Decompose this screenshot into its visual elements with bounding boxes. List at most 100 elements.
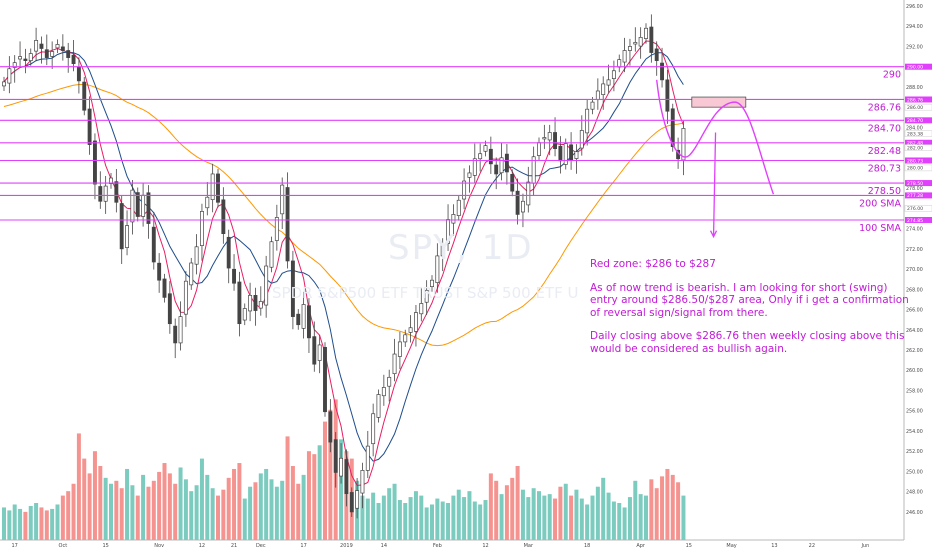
volume-bar bbox=[494, 480, 499, 540]
level-label: 284.70 bbox=[868, 123, 901, 134]
down-arrow-head bbox=[709, 230, 718, 239]
candle-body bbox=[408, 327, 413, 333]
candle-body bbox=[285, 187, 290, 262]
volume-bar bbox=[563, 483, 568, 540]
price-tag-label: 283.38 bbox=[907, 131, 923, 137]
candle-body bbox=[387, 376, 392, 387]
candle-body bbox=[601, 83, 606, 95]
volume-bar bbox=[430, 504, 434, 540]
volume-bar bbox=[478, 504, 483, 540]
volume-bar bbox=[424, 507, 429, 540]
price-tick-label: 250.00 bbox=[906, 469, 923, 475]
time-tick-label: 12 bbox=[482, 543, 488, 549]
volume-bar bbox=[39, 507, 44, 540]
level-tag-label: 290.00 bbox=[907, 65, 923, 71]
candles bbox=[2, 14, 686, 519]
volume-bar bbox=[135, 495, 140, 540]
volume-bar bbox=[660, 476, 665, 540]
candle-body bbox=[98, 186, 103, 202]
price-tag-label: 276.00 bbox=[907, 206, 923, 212]
volume-bar bbox=[601, 477, 606, 540]
volume-bar bbox=[590, 495, 595, 540]
volume-bar bbox=[109, 483, 113, 540]
level-label: 282.48 bbox=[868, 146, 901, 157]
volume-bar bbox=[649, 479, 654, 540]
price-tick-label: 252.00 bbox=[906, 449, 923, 455]
price-tag bbox=[904, 144, 932, 151]
volume-bar bbox=[199, 458, 204, 540]
volume-bar bbox=[595, 486, 600, 540]
volume-bar bbox=[456, 489, 461, 540]
candle-body bbox=[569, 144, 574, 161]
candle-body bbox=[328, 411, 333, 443]
price-tick-label: 278.00 bbox=[906, 186, 923, 192]
price-tick-label: 266.00 bbox=[906, 308, 923, 314]
volume-bar bbox=[92, 451, 97, 540]
candle-body bbox=[611, 70, 616, 79]
volume-bar bbox=[446, 503, 451, 540]
candle-body bbox=[627, 46, 632, 51]
candle-body bbox=[178, 316, 183, 344]
candle-body bbox=[414, 312, 418, 332]
time-tick-label: Nov bbox=[154, 543, 164, 549]
candle-body bbox=[23, 58, 28, 61]
price-levels: 290290.00286.76286.76284.70284.70282.482… bbox=[0, 63, 932, 234]
time-tick-label: 12 bbox=[199, 543, 205, 549]
candle-body bbox=[135, 192, 140, 217]
volume-bar bbox=[547, 494, 552, 540]
price-tick-label: 292.00 bbox=[906, 44, 923, 50]
candle-body bbox=[296, 313, 301, 326]
volume-bar bbox=[553, 498, 558, 540]
level-tag-label: 274.85 bbox=[907, 218, 923, 224]
projection-path bbox=[656, 79, 775, 195]
price-tick-label: 262.00 bbox=[906, 348, 923, 354]
price-tick-label: 288.00 bbox=[906, 85, 923, 91]
candle-body bbox=[483, 145, 488, 152]
time-tick-label: Feb bbox=[433, 543, 442, 549]
volume-bar bbox=[28, 505, 33, 540]
candle-body bbox=[194, 246, 199, 265]
time-tick-label: 17 bbox=[12, 543, 18, 549]
volume-bar bbox=[285, 436, 290, 540]
volume-bar bbox=[611, 501, 616, 540]
volume-bar bbox=[274, 486, 279, 540]
candle-body bbox=[472, 158, 477, 176]
watermark-name: SPDR S&P500 ETF TRUST S&P 500 ETF U bbox=[272, 284, 579, 302]
level-tag bbox=[905, 96, 932, 103]
volume-bar bbox=[194, 485, 199, 540]
price-tag-label: 282.00 bbox=[907, 145, 923, 151]
volume-bar bbox=[66, 491, 71, 540]
volume-bar bbox=[606, 492, 611, 540]
ma-slow-line bbox=[3, 84, 684, 347]
volume-bar bbox=[290, 466, 295, 540]
level-label: 286.76 bbox=[868, 102, 901, 113]
candle-body bbox=[162, 278, 167, 298]
volume-bar bbox=[435, 498, 440, 540]
volume-bar bbox=[531, 488, 536, 540]
candle-body bbox=[660, 62, 665, 81]
volume-bar bbox=[569, 495, 574, 540]
price-tick-label: 296.00 bbox=[906, 4, 923, 10]
candle-body bbox=[585, 108, 590, 134]
volume-bar bbox=[537, 491, 541, 540]
volume-bar bbox=[242, 498, 247, 540]
volume-bar bbox=[670, 474, 675, 540]
price-tag bbox=[904, 103, 932, 111]
candle-body bbox=[670, 108, 675, 147]
candle-body bbox=[7, 68, 12, 84]
price-tick-label: 246.00 bbox=[906, 510, 923, 516]
candle-body bbox=[264, 265, 269, 306]
time-tick-label: 22 bbox=[809, 543, 815, 549]
volume-bar bbox=[82, 458, 87, 540]
candle-body bbox=[280, 184, 285, 215]
volume-bar bbox=[253, 482, 258, 540]
volume-bar bbox=[50, 508, 55, 540]
volume-bar bbox=[60, 495, 65, 540]
candle-body bbox=[157, 262, 162, 281]
volume-bar bbox=[119, 488, 124, 540]
volume-bar bbox=[183, 479, 188, 540]
volume-bar bbox=[141, 474, 146, 540]
volume-bar bbox=[189, 491, 194, 540]
candle-body bbox=[216, 173, 220, 203]
